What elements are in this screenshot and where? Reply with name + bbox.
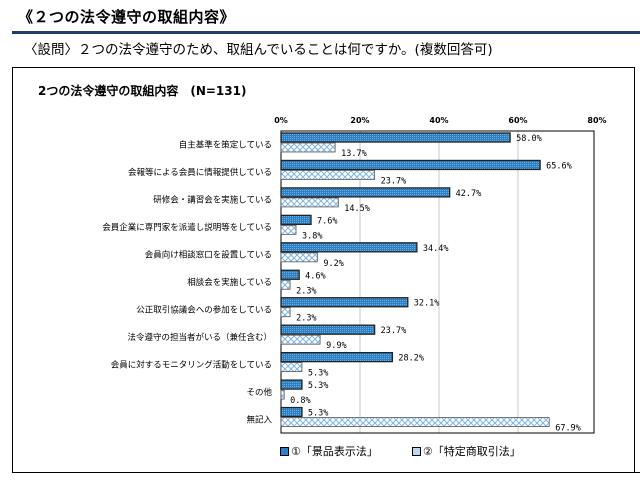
category-label: 公正取引協議会への参加をしている (136, 304, 272, 315)
bar-series-1 (280, 379, 303, 390)
data-label: 34.4% (423, 244, 449, 254)
bar-series-2 (280, 224, 297, 235)
section-heading: 《２つの法令遵守の取組内容》 (18, 8, 236, 26)
bar-series-2 (280, 252, 318, 263)
data-label: 32.1% (414, 299, 440, 309)
bar-series-1 (280, 159, 541, 171)
category-label: その他 (246, 387, 272, 398)
bar-series-1 (280, 269, 300, 280)
category-label: 無記入 (246, 414, 272, 425)
bar-series-1 (280, 351, 394, 363)
bar-series-2 (280, 389, 285, 400)
heading-rule (12, 31, 640, 34)
data-label: 9.2% (323, 259, 343, 269)
bar-series-2 (280, 307, 291, 318)
bar-series-2 (280, 197, 339, 208)
bottom-rule (12, 472, 640, 473)
data-label: 13.7% (341, 149, 367, 159)
bar-series-1 (280, 214, 312, 226)
bar-series-2 (280, 417, 550, 427)
x-tick-label: 80% (587, 116, 606, 125)
x-tick-label: 60% (508, 116, 527, 125)
data-label: 14.5% (344, 204, 370, 214)
data-label: 67.9% (555, 424, 581, 434)
data-label: 5.3% (308, 381, 328, 391)
data-label: 65.6% (546, 161, 572, 171)
bar-series-1 (280, 324, 376, 335)
bar-series-1 (280, 132, 511, 143)
data-label: 2.3% (296, 314, 316, 324)
data-label: 9.9% (326, 341, 346, 351)
category-label: 会報等による会員に情報提供している (128, 167, 272, 178)
category-label: 会員に対するモニタリング活動をしている (111, 359, 272, 370)
bar-series-1 (280, 242, 418, 253)
bar-series-1 (280, 406, 303, 418)
data-label: 42.7% (456, 189, 482, 199)
data-label: 23.7% (381, 326, 407, 336)
data-label: 3.8% (302, 231, 322, 241)
bar-series-2 (280, 334, 321, 345)
bar-series-2 (280, 170, 376, 180)
chart-title: 2つの法令遵守の取組内容 (N=131) (38, 84, 247, 98)
data-label: 58.0% (516, 134, 542, 144)
data-label: 28.2% (398, 354, 424, 364)
bar-series-2 (280, 279, 291, 290)
bar-series-1 (280, 187, 451, 198)
bar-series-2 (280, 362, 303, 373)
data-label: 23.7% (381, 176, 407, 186)
legend-item-1: ①「景品表示法」 (280, 443, 378, 459)
data-label: 0.8% (290, 396, 310, 406)
bar-series-1 (280, 297, 409, 308)
x-tick-label: 40% (429, 116, 448, 125)
data-label: 5.3% (308, 409, 328, 419)
category-label: 相談会を実施している (187, 277, 272, 288)
x-tick-label: 0% (274, 116, 288, 125)
legend-swatch (411, 446, 421, 456)
bar-series-2 (280, 142, 336, 153)
data-label: 4.6% (305, 271, 325, 281)
legend-item-2: ②「特定商取引法」 (411, 443, 521, 459)
question-text: 〈設問〉２つの法令遵守のため、取組んでいることは何ですか。(複数回答可) (24, 42, 493, 58)
data-label: 7.6% (317, 216, 337, 226)
category-label: 自主基準を策定している (179, 140, 272, 151)
data-label: 2.3% (296, 286, 316, 296)
category-label: 研修会・講習会を実施している (153, 195, 272, 206)
legend-swatch (280, 446, 289, 456)
category-label: 会員向け相談窓口を設置している (145, 250, 272, 261)
data-label: 5.3% (308, 369, 328, 379)
x-tick-label: 20% (350, 116, 369, 125)
chart-frame (12, 67, 635, 473)
legend: ①「景品表示法」 ②「特定商取引法」 (280, 443, 521, 459)
category-label: 会員企業に専門家を派遣し説明等をしている (102, 222, 272, 233)
category-label: 法令遵守の担当者がいる（兼任含む） (127, 332, 272, 343)
